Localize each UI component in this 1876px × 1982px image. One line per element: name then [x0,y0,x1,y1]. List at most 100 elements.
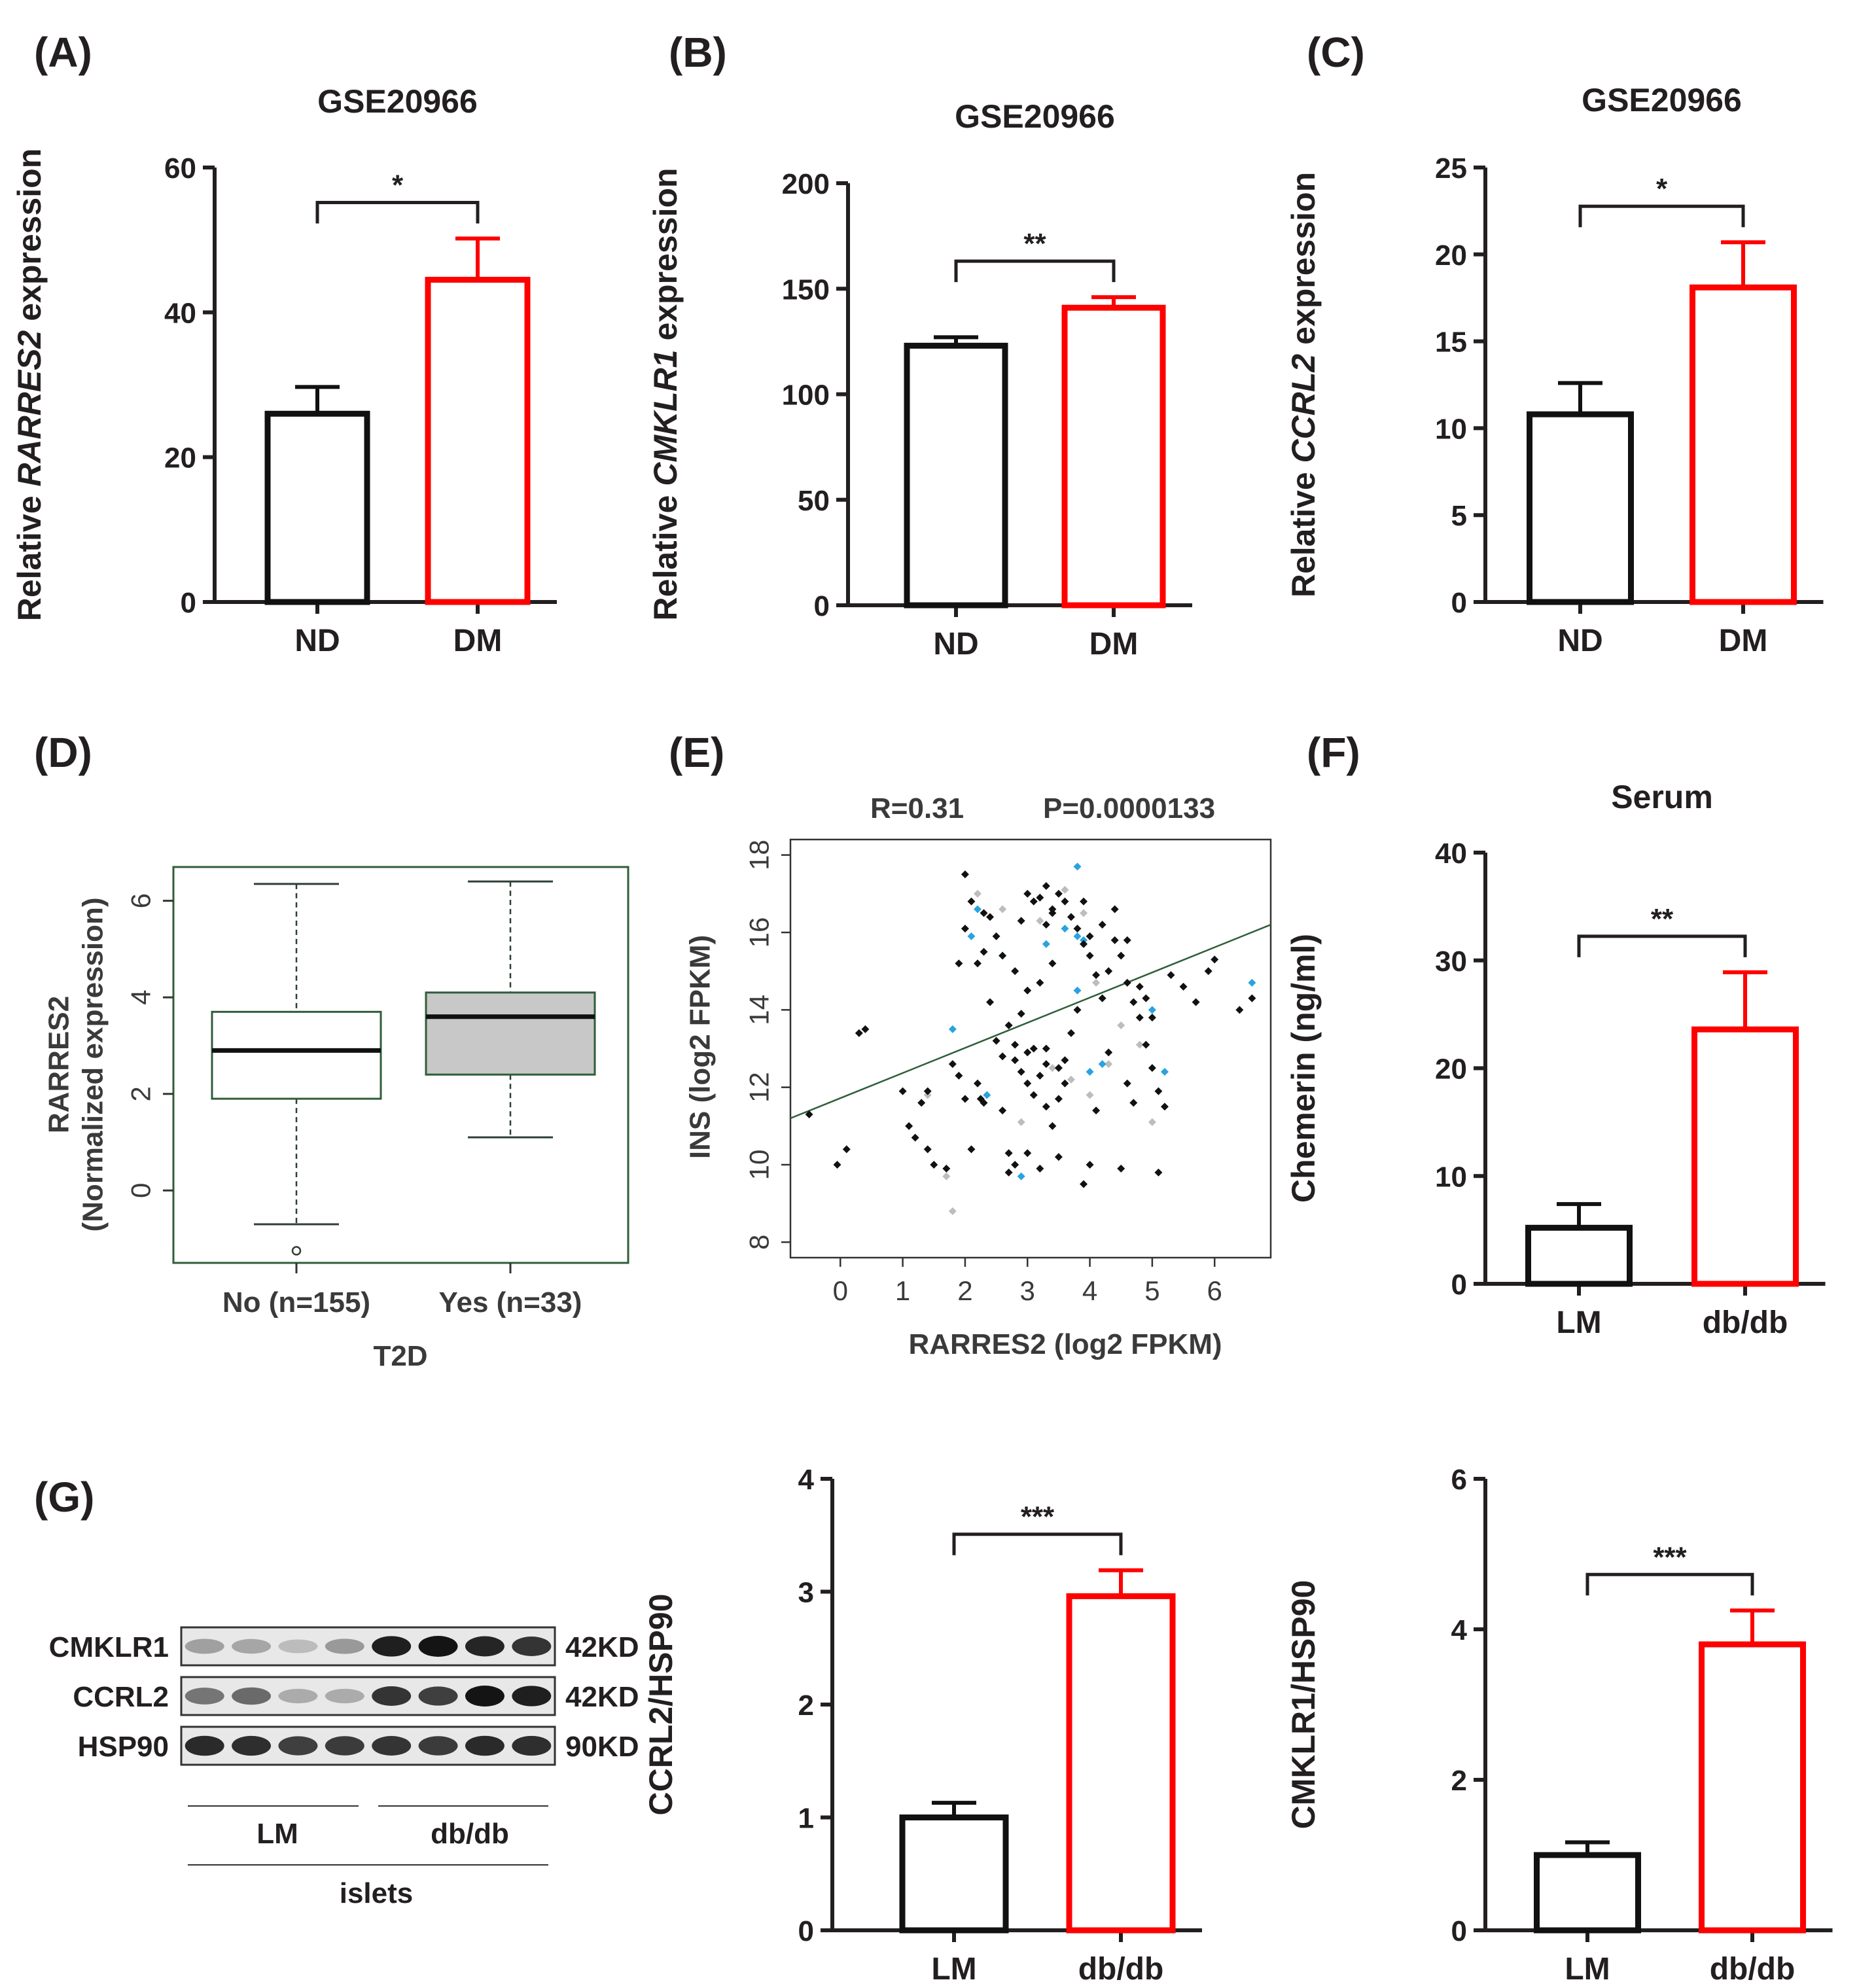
bar-control [1525,1224,1633,1287]
bar-chart-f: Serum 0 10 20 30 40 LM db/db ** Chemerin (ng/ml) [1285,779,1826,1340]
scatter-point-black [861,1025,870,1033]
y-tick-label: 0 [1451,1269,1467,1301]
scatter-point-black [1123,1079,1131,1088]
y-tick-label: 16 [744,917,775,948]
bar-control [904,342,1008,609]
y-tick-label: 20 [1435,239,1467,272]
blot-band [232,1735,272,1756]
group-label-dbdb: db/db [431,1818,509,1850]
y-axis-title: INS (log2 FPKM) [684,935,717,1159]
y-tick-label: 2 [1451,1765,1467,1797]
scatter-point-grey [1092,978,1101,987]
panel-label-c: (C) [1307,29,1365,76]
plot-frame [789,838,1272,1259]
bar-chart-g3: 0 2 4 6 LM db/db *** CMKLR1/HSP90 [1285,1464,1833,1982]
scatter-point-black [1036,1164,1044,1173]
y-tick-label: 0 [798,1915,814,1947]
scatter-point-black [1017,1068,1025,1076]
scatter-point-black [1067,1029,1075,1037]
blot-band [418,1736,458,1756]
scatter-point-black [1148,1014,1156,1022]
molecular-weight-label: 42KD [565,1631,639,1663]
scatter-point-black [1105,1048,1113,1057]
blot-band [418,1636,458,1657]
y-tick-label: 8 [744,1235,775,1250]
y-tick-label: 0 [126,1183,156,1198]
blot-band [512,1735,552,1756]
y-axis-label-suffix: expression [11,149,48,330]
y-axis-title-line2: (Normalized expression) [77,897,109,1231]
scatter-point-black [842,1145,851,1154]
scatter-point-black [1148,1064,1156,1072]
scatter-point-black [1023,889,1032,898]
significance-bracket [1578,204,1745,228]
blot-band [325,1736,364,1756]
bar-disease [425,277,531,605]
scatter-point-black [986,913,995,921]
scatter-point-black [955,959,963,968]
scatter-point-black [980,947,988,956]
significance-bracket [315,200,480,224]
blot-band [512,1686,552,1707]
scatter-point-black [1042,1060,1050,1069]
x-axis-title: T2D [373,1340,427,1372]
scatter-point-blue [983,1091,991,1099]
scatter-point-black [1054,1095,1063,1103]
scatter-point-black [980,909,988,917]
scatter-point-black [1011,1056,1019,1065]
y-axis-label-prefix: Relative [1285,463,1322,597]
blot-band [232,1687,272,1705]
scatter-point-black [898,1087,907,1095]
y-axis-title-line1: RARRES2 [43,996,75,1133]
scatter-point-black [973,1079,982,1088]
scatter-point-black [1110,936,1119,944]
box-no [211,1010,382,1100]
y-axis-label: CCRL2/HSP90 [643,1594,679,1816]
scatter-point-black [967,897,976,906]
scatter-point-black [1092,1106,1101,1115]
y-tick-label: 15 [1435,327,1467,359]
scatter-point-black [1110,905,1119,913]
y-tick-label: 200 [782,168,830,200]
western-blot-panel-g: CMKLR1 42KD CCRL2 42KD HSP90 90KD LM db/db islet… [49,1626,639,1909]
scatter-point-black [1004,1168,1013,1177]
scatter-point-black [1011,1040,1019,1049]
blot-band [465,1686,504,1707]
y-tick-label: 12 [744,1072,775,1103]
scatter-point-blue [1061,925,1069,933]
regression-line [790,924,1271,1120]
scatter-point-blue [1042,940,1050,948]
scatter-point-black [1042,1044,1050,1053]
y-axis-label-gene: RARRES2 [11,330,48,486]
blot-band [185,1688,224,1705]
bar-disease [1066,1593,1176,1934]
scatter-point-black [1117,1164,1125,1173]
bar-control [1527,411,1634,605]
scatter-point-black [1080,1180,1088,1188]
scatter-point-blue [1073,932,1082,940]
scatter-point-black [967,1145,976,1154]
scatter-point-black [1154,1087,1163,1095]
scatter-point-black [923,1145,932,1154]
scatter-point-black [1179,982,1188,991]
scatter-point-black [911,1133,919,1142]
scatter-point-black [1192,998,1200,1006]
scatter-point-grey [1036,917,1044,925]
scatter-point-black [805,1110,813,1119]
scatter-point-grey [1135,1040,1144,1049]
y-axis-label: Relative CMKLR1 expression [647,168,684,621]
scatter-point-black [1235,1006,1244,1014]
scatter-point-black [1029,1044,1038,1053]
scatter-point-black [980,1099,988,1107]
bar-disease [1061,304,1166,609]
scatter-point-black [942,1164,951,1173]
scatter-point-black [1061,897,1069,906]
y-tick-label: 60 [164,152,196,185]
y-tick-label: 0 [1451,1915,1467,1947]
blot-band [185,1735,224,1756]
scatter-point-black [1086,932,1094,940]
scatter-point-black [961,870,969,879]
